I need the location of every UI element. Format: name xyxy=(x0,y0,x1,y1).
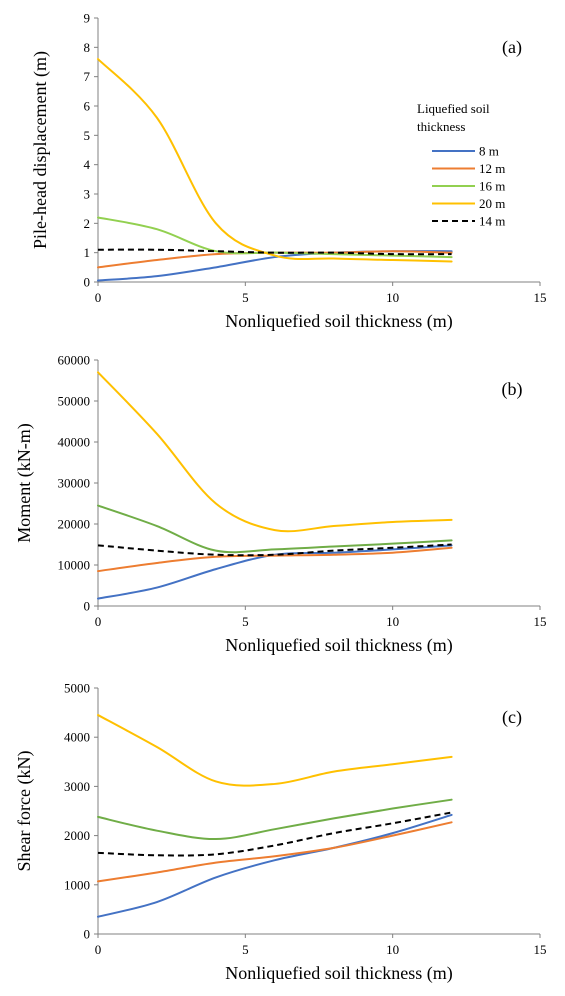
legend-entry: 14 m xyxy=(479,214,505,229)
series-line-20m xyxy=(97,714,453,787)
legend-title-line-1: Liquefied soil xyxy=(417,101,490,116)
y-axis-label: Shear force (kN) xyxy=(14,751,35,872)
series-line-16m xyxy=(97,216,453,259)
series-line-14m xyxy=(97,543,452,557)
y-axis-label: Moment (kN-m) xyxy=(14,423,35,542)
chart-panel-1: 0 1 2 3 4 5 6 7 8 9 0 5 10 15 Nonliquefied soil thickn… xyxy=(30,11,547,333)
y-tick-label: 4 xyxy=(84,157,91,172)
x-axis-label: Nonliquefied soil thickness (m) xyxy=(225,311,452,332)
y-tick-label: 50000 xyxy=(58,394,91,409)
x-tick-label: 15 xyxy=(534,290,547,305)
series-line-20m xyxy=(97,371,453,533)
x-tick-label: 10 xyxy=(386,614,399,629)
legend-entry: 20 m xyxy=(479,196,505,211)
series-line-20m xyxy=(97,58,453,263)
y-tick-label: 0 xyxy=(84,599,91,614)
x-axis-label: Nonliquefied soil thickness (m) xyxy=(225,963,452,984)
panel-label: (b) xyxy=(502,379,523,400)
y-tick-label: 5000 xyxy=(64,681,90,696)
y-tick-label: 2000 xyxy=(64,828,90,843)
chart-panel-3: 0 1000 2000 3000 4000 5000 0 5 10 15 Nonliquefied … xyxy=(14,681,547,985)
series-line-12m xyxy=(97,546,453,573)
series-line-16m xyxy=(97,504,453,554)
x-tick-label: 10 xyxy=(386,290,399,305)
legend-entry: 8 m xyxy=(479,144,499,159)
series-line-16m xyxy=(97,798,453,841)
series-line-12m xyxy=(97,821,453,883)
y-tick-label: 0 xyxy=(84,275,91,290)
y-tick-label: 3 xyxy=(84,187,91,202)
panel-label: (c) xyxy=(502,707,522,728)
y-tick-label: 60000 xyxy=(58,353,91,368)
x-tick-label: 5 xyxy=(242,942,249,957)
series-line-8m xyxy=(97,813,453,918)
legend: Liquefied soil thickness 8 m 12 m 16 m 20 m 14… xyxy=(417,101,505,229)
y-tick-label: 1 xyxy=(84,245,91,260)
y-tick-label: 9 xyxy=(84,11,91,26)
chart-panel-2: 0 10000 20000 30000 40000 50000 60000 0 5 10 15 Non… xyxy=(14,353,547,657)
y-tick-label: 6 xyxy=(84,99,91,114)
y-tick-label: 4000 xyxy=(64,730,90,745)
y-tick-label: 30000 xyxy=(58,476,91,491)
y-axis-label: Pile-head displacement (m) xyxy=(30,51,51,249)
y-tick-label: 7 xyxy=(84,69,91,84)
x-tick-label: 0 xyxy=(95,290,102,305)
y-tick-label: 10000 xyxy=(58,558,91,573)
legend-title-line-2: thickness xyxy=(417,119,465,134)
panel-label: (a) xyxy=(502,37,522,58)
y-tick-label: 0 xyxy=(84,927,91,942)
series-line-14m xyxy=(97,248,452,256)
legend-entry: 16 m xyxy=(479,179,505,194)
x-tick-label: 0 xyxy=(95,942,102,957)
y-tick-label: 1000 xyxy=(64,877,90,892)
x-tick-label: 5 xyxy=(242,614,249,629)
x-axis-label: Nonliquefied soil thickness (m) xyxy=(225,635,452,656)
y-tick-label: 8 xyxy=(84,40,91,55)
x-tick-label: 15 xyxy=(534,942,547,957)
y-tick-label: 2 xyxy=(84,216,91,231)
y-tick-label: 40000 xyxy=(58,435,91,450)
x-tick-label: 0 xyxy=(95,614,102,629)
x-tick-label: 10 xyxy=(386,942,399,957)
y-tick-label: 20000 xyxy=(58,517,91,532)
x-tick-label: 5 xyxy=(242,290,249,305)
legend-entry: 12 m xyxy=(479,161,505,176)
x-tick-label: 15 xyxy=(534,614,547,629)
y-tick-label: 5 xyxy=(84,128,91,143)
y-tick-label: 3000 xyxy=(64,779,90,794)
